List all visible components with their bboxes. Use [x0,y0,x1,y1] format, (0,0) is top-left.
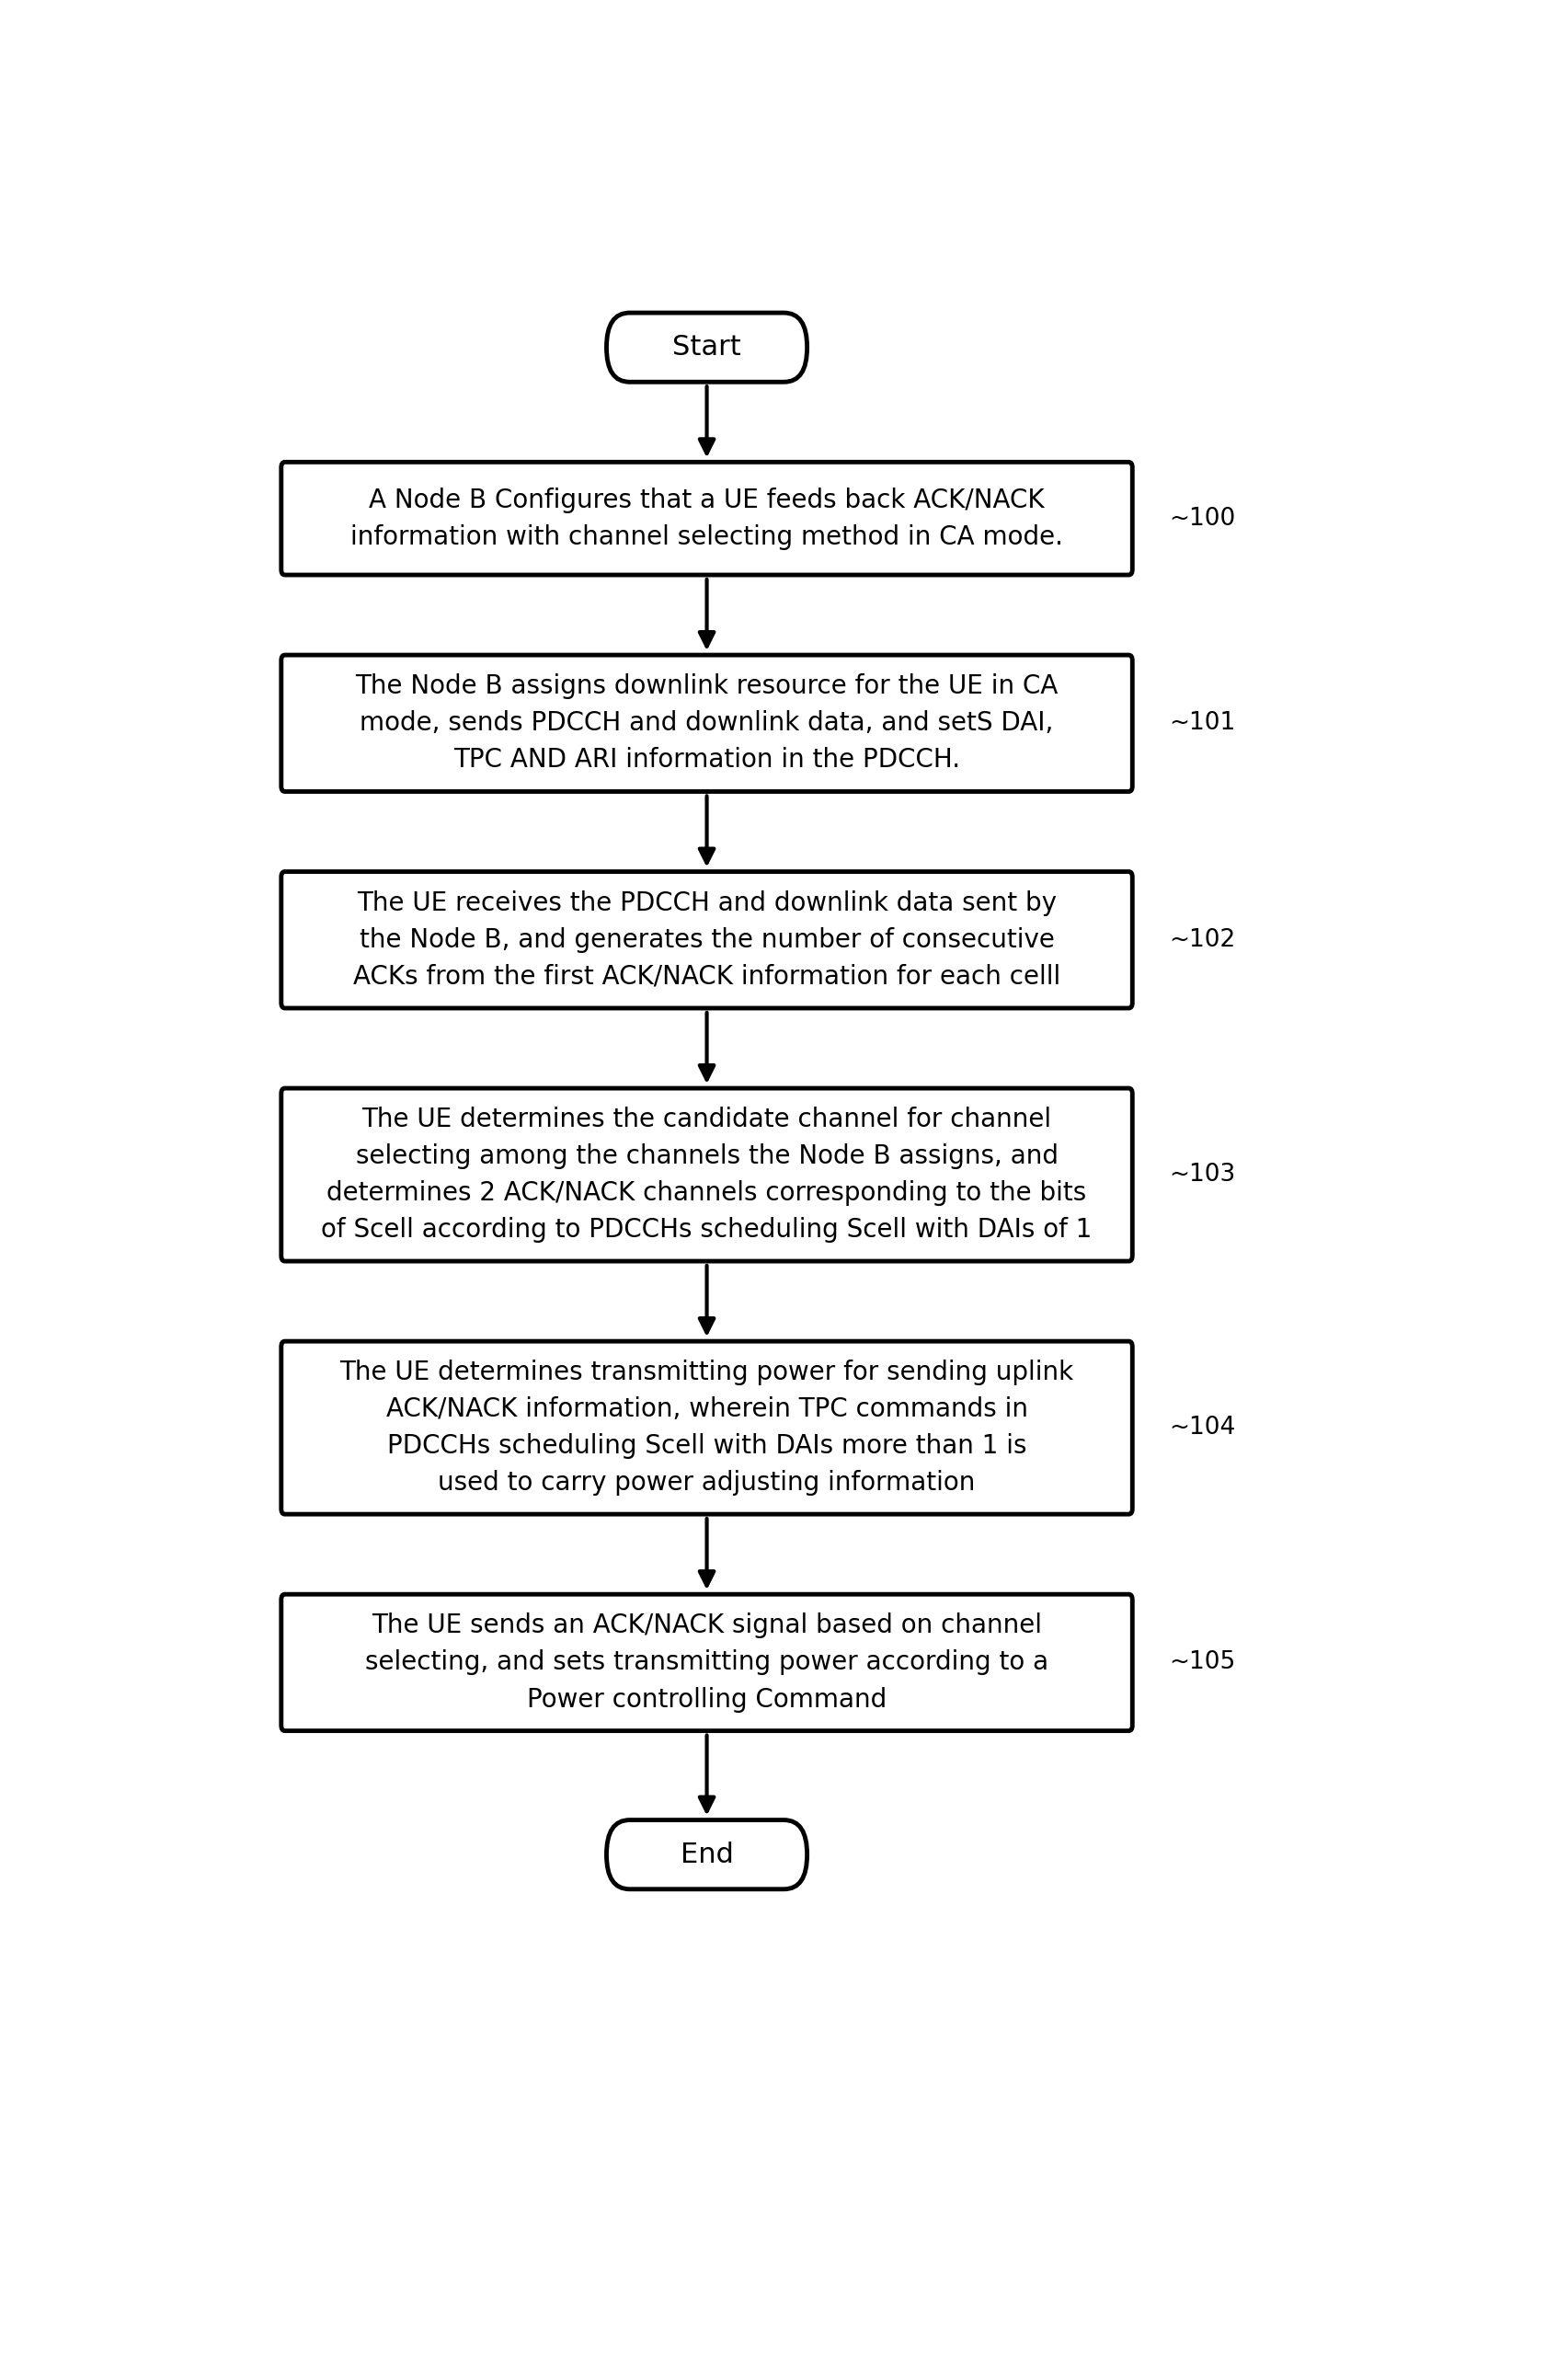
Text: The Node B assigns downlink resource for the UE in CA
mode, sends PDCCH and down: The Node B assigns downlink resource for… [354,674,1058,773]
FancyBboxPatch shape [281,461,1132,574]
FancyBboxPatch shape [281,1340,1132,1515]
FancyBboxPatch shape [281,655,1132,792]
Text: ~105: ~105 [1168,1650,1234,1674]
Text: The UE determines the candidate channel for channel
selecting among the channels: The UE determines the candidate channel … [321,1106,1091,1243]
FancyBboxPatch shape [281,1593,1132,1730]
Text: The UE receives the PDCCH and downlink data sent by
the Node B, and generates th: The UE receives the PDCCH and downlink d… [353,891,1060,991]
FancyBboxPatch shape [281,1087,1132,1260]
Text: A Node B Configures that a UE feeds back ACK/NACK
information with channel selec: A Node B Configures that a UE feeds back… [350,487,1063,551]
FancyBboxPatch shape [607,312,806,383]
Text: ~103: ~103 [1168,1163,1234,1187]
FancyBboxPatch shape [607,1820,806,1889]
Text: The UE sends an ACK/NACK signal based on channel
selecting, and sets transmittin: The UE sends an ACK/NACK signal based on… [365,1612,1047,1712]
Text: ~102: ~102 [1168,929,1234,953]
FancyBboxPatch shape [281,872,1132,1007]
Text: ~104: ~104 [1168,1416,1234,1440]
Text: Start: Start [673,333,740,362]
Text: The UE determines transmitting power for sending uplink
ACK/NACK information, wh: The UE determines transmitting power for… [340,1359,1073,1496]
Text: ~100: ~100 [1168,506,1234,530]
Text: ~101: ~101 [1168,712,1234,735]
Text: End: End [681,1842,732,1868]
